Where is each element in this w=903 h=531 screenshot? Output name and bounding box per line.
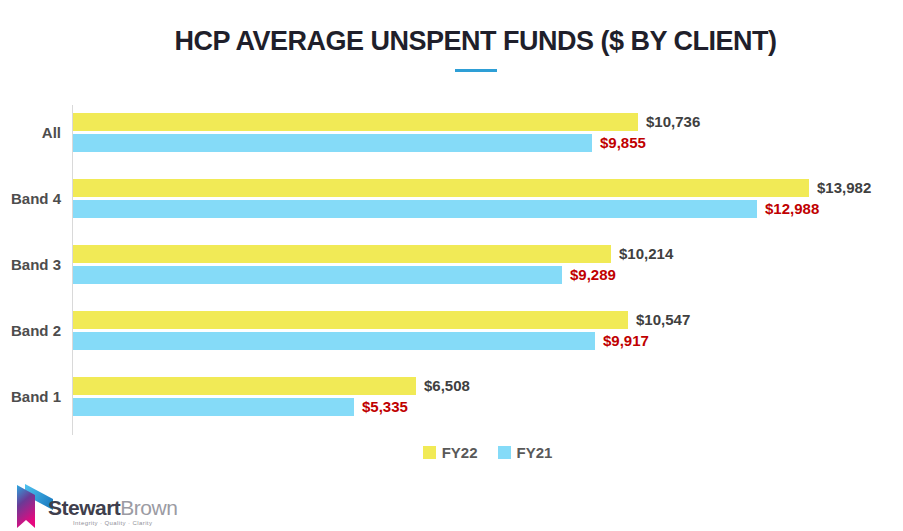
bar-line: $9,917 bbox=[73, 332, 871, 350]
logo-name-primary: Stewart bbox=[48, 496, 120, 519]
stewart-brown-logo: StewartBrown Integrity · Quality · Clari… bbox=[12, 483, 177, 530]
chart-row: Band 4$13,982$12,988 bbox=[73, 171, 871, 237]
fy21-value-label: $5,335 bbox=[362, 398, 408, 416]
legend-swatch-fy22 bbox=[423, 446, 436, 459]
legend-item-fy21: FY21 bbox=[498, 444, 553, 461]
fy21-value-label: $9,289 bbox=[570, 266, 616, 284]
fy22-bar bbox=[73, 179, 809, 197]
logo-name-secondary: Brown bbox=[120, 496, 177, 519]
fy21-value-label: $9,917 bbox=[603, 332, 649, 350]
fy21-bar bbox=[73, 134, 592, 152]
fy22-value-label: $6,508 bbox=[424, 377, 470, 395]
fy22-bar bbox=[73, 245, 611, 263]
fy22-value-label: $10,214 bbox=[619, 245, 673, 263]
fy21-bar bbox=[73, 266, 562, 284]
fy22-bar bbox=[73, 113, 638, 131]
slide: HCP AVERAGE UNSPENT FUNDS ($ BY CLIENT) … bbox=[0, 0, 903, 531]
bar-line: $9,855 bbox=[73, 134, 871, 152]
fy22-bar bbox=[73, 377, 416, 395]
category-label: Band 4 bbox=[11, 179, 61, 218]
category-label: All bbox=[42, 113, 61, 152]
chart-row: Band 1$6,508$5,335 bbox=[73, 369, 871, 435]
fy22-value-label: $10,547 bbox=[636, 311, 690, 329]
fy22-bar bbox=[73, 311, 628, 329]
category-label: Band 2 bbox=[11, 311, 61, 350]
bar-line: $10,547 bbox=[73, 311, 871, 329]
legend-item-fy22: FY22 bbox=[423, 444, 478, 461]
chart-row: Band 2$10,547$9,917 bbox=[73, 303, 871, 369]
bar-line: $5,335 bbox=[73, 398, 871, 416]
bar-line: $10,214 bbox=[73, 245, 871, 263]
fy21-bar bbox=[73, 398, 354, 416]
legend-label: FY21 bbox=[517, 444, 553, 461]
bar-line: $13,982 bbox=[73, 179, 871, 197]
title-accent-underline bbox=[455, 69, 497, 72]
logo-wordmark: StewartBrown bbox=[48, 497, 177, 518]
fy21-value-label: $12,988 bbox=[765, 200, 819, 218]
bar-line: $10,736 bbox=[73, 113, 871, 131]
logo-tagline: Integrity · Quality · Clarity bbox=[48, 520, 177, 526]
fy22-value-label: $10,736 bbox=[646, 113, 700, 131]
chart-legend: FY22 FY21 bbox=[72, 444, 903, 461]
bar-line: $9,289 bbox=[73, 266, 871, 284]
bar-line: $6,508 bbox=[73, 377, 871, 395]
chart-title: HCP AVERAGE UNSPENT FUNDS ($ BY CLIENT) bbox=[24, 26, 903, 57]
chart-row: Band 3$10,214$9,289 bbox=[73, 237, 871, 303]
logo-text: StewartBrown Integrity · Quality · Clari… bbox=[48, 497, 177, 526]
plot-area: All$10,736$9,855Band 4$13,982$12,988Band… bbox=[72, 105, 871, 435]
bar-chart: All$10,736$9,855Band 4$13,982$12,988Band… bbox=[72, 105, 871, 435]
fy21-bar bbox=[73, 200, 757, 218]
fy21-value-label: $9,855 bbox=[600, 134, 646, 152]
category-label: Band 1 bbox=[11, 377, 61, 416]
fy21-bar bbox=[73, 332, 595, 350]
chart-row: All$10,736$9,855 bbox=[73, 105, 871, 171]
category-label: Band 3 bbox=[11, 245, 61, 284]
bar-line: $12,988 bbox=[73, 200, 871, 218]
legend-swatch-fy21 bbox=[498, 446, 511, 459]
fy22-value-label: $13,982 bbox=[817, 179, 871, 197]
legend-label: FY22 bbox=[442, 444, 478, 461]
